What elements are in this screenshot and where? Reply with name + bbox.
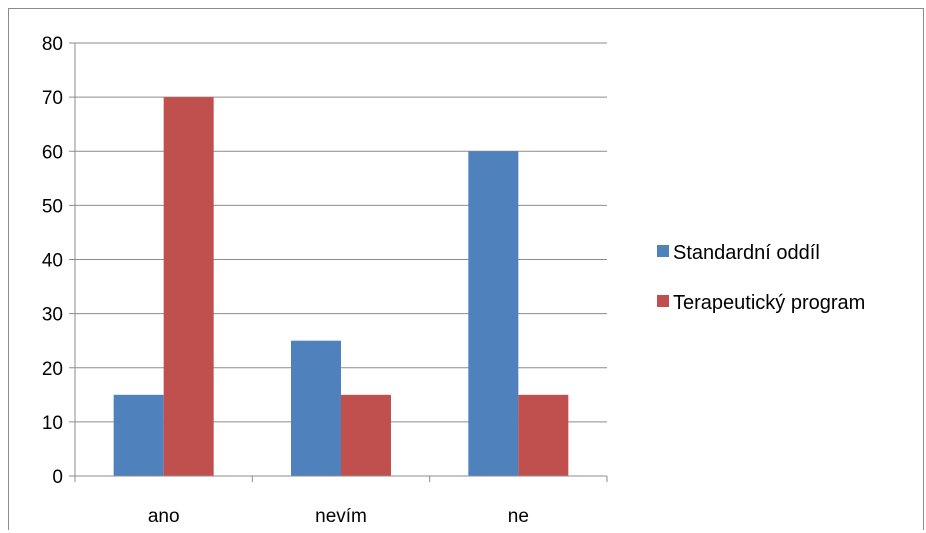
x-tick-label: ne bbox=[508, 506, 529, 527]
y-tick-label: 80 bbox=[42, 34, 63, 55]
y-axis-ticks: 0 10 20 30 40 50 60 70 80 bbox=[42, 34, 75, 488]
legend-label: Terapeutický program bbox=[673, 292, 865, 314]
bar-therapeutic-1 bbox=[341, 394, 391, 476]
bar-standard-2 bbox=[468, 151, 519, 476]
y-tick-label: 40 bbox=[42, 251, 63, 272]
bar-therapeutic-0 bbox=[163, 97, 214, 476]
y-tick-label: 20 bbox=[42, 359, 63, 380]
legend-swatch bbox=[657, 245, 669, 257]
y-tick-label: 60 bbox=[42, 142, 63, 163]
y-tick-label: 50 bbox=[42, 196, 63, 217]
x-tick-label: ano bbox=[148, 506, 180, 527]
bar-therapeutic-2 bbox=[518, 394, 569, 476]
x-tick-label: nevím bbox=[315, 506, 367, 527]
legend: Standardní oddíl Terapeutický program bbox=[657, 242, 865, 314]
bars bbox=[113, 97, 569, 476]
y-tick-label: 30 bbox=[42, 305, 63, 326]
bar-standard-0 bbox=[113, 394, 164, 476]
y-tick-label: 70 bbox=[42, 88, 63, 109]
bar-standard-1 bbox=[291, 340, 341, 476]
chart-frame bbox=[8, 8, 924, 530]
y-tick-label: 10 bbox=[42, 413, 63, 434]
y-tick-label: 0 bbox=[52, 467, 63, 488]
legend-swatch bbox=[657, 295, 669, 307]
legend-label: Standardní oddíl bbox=[673, 242, 820, 264]
x-axis-ticks: ano nevím ne bbox=[74, 476, 608, 527]
